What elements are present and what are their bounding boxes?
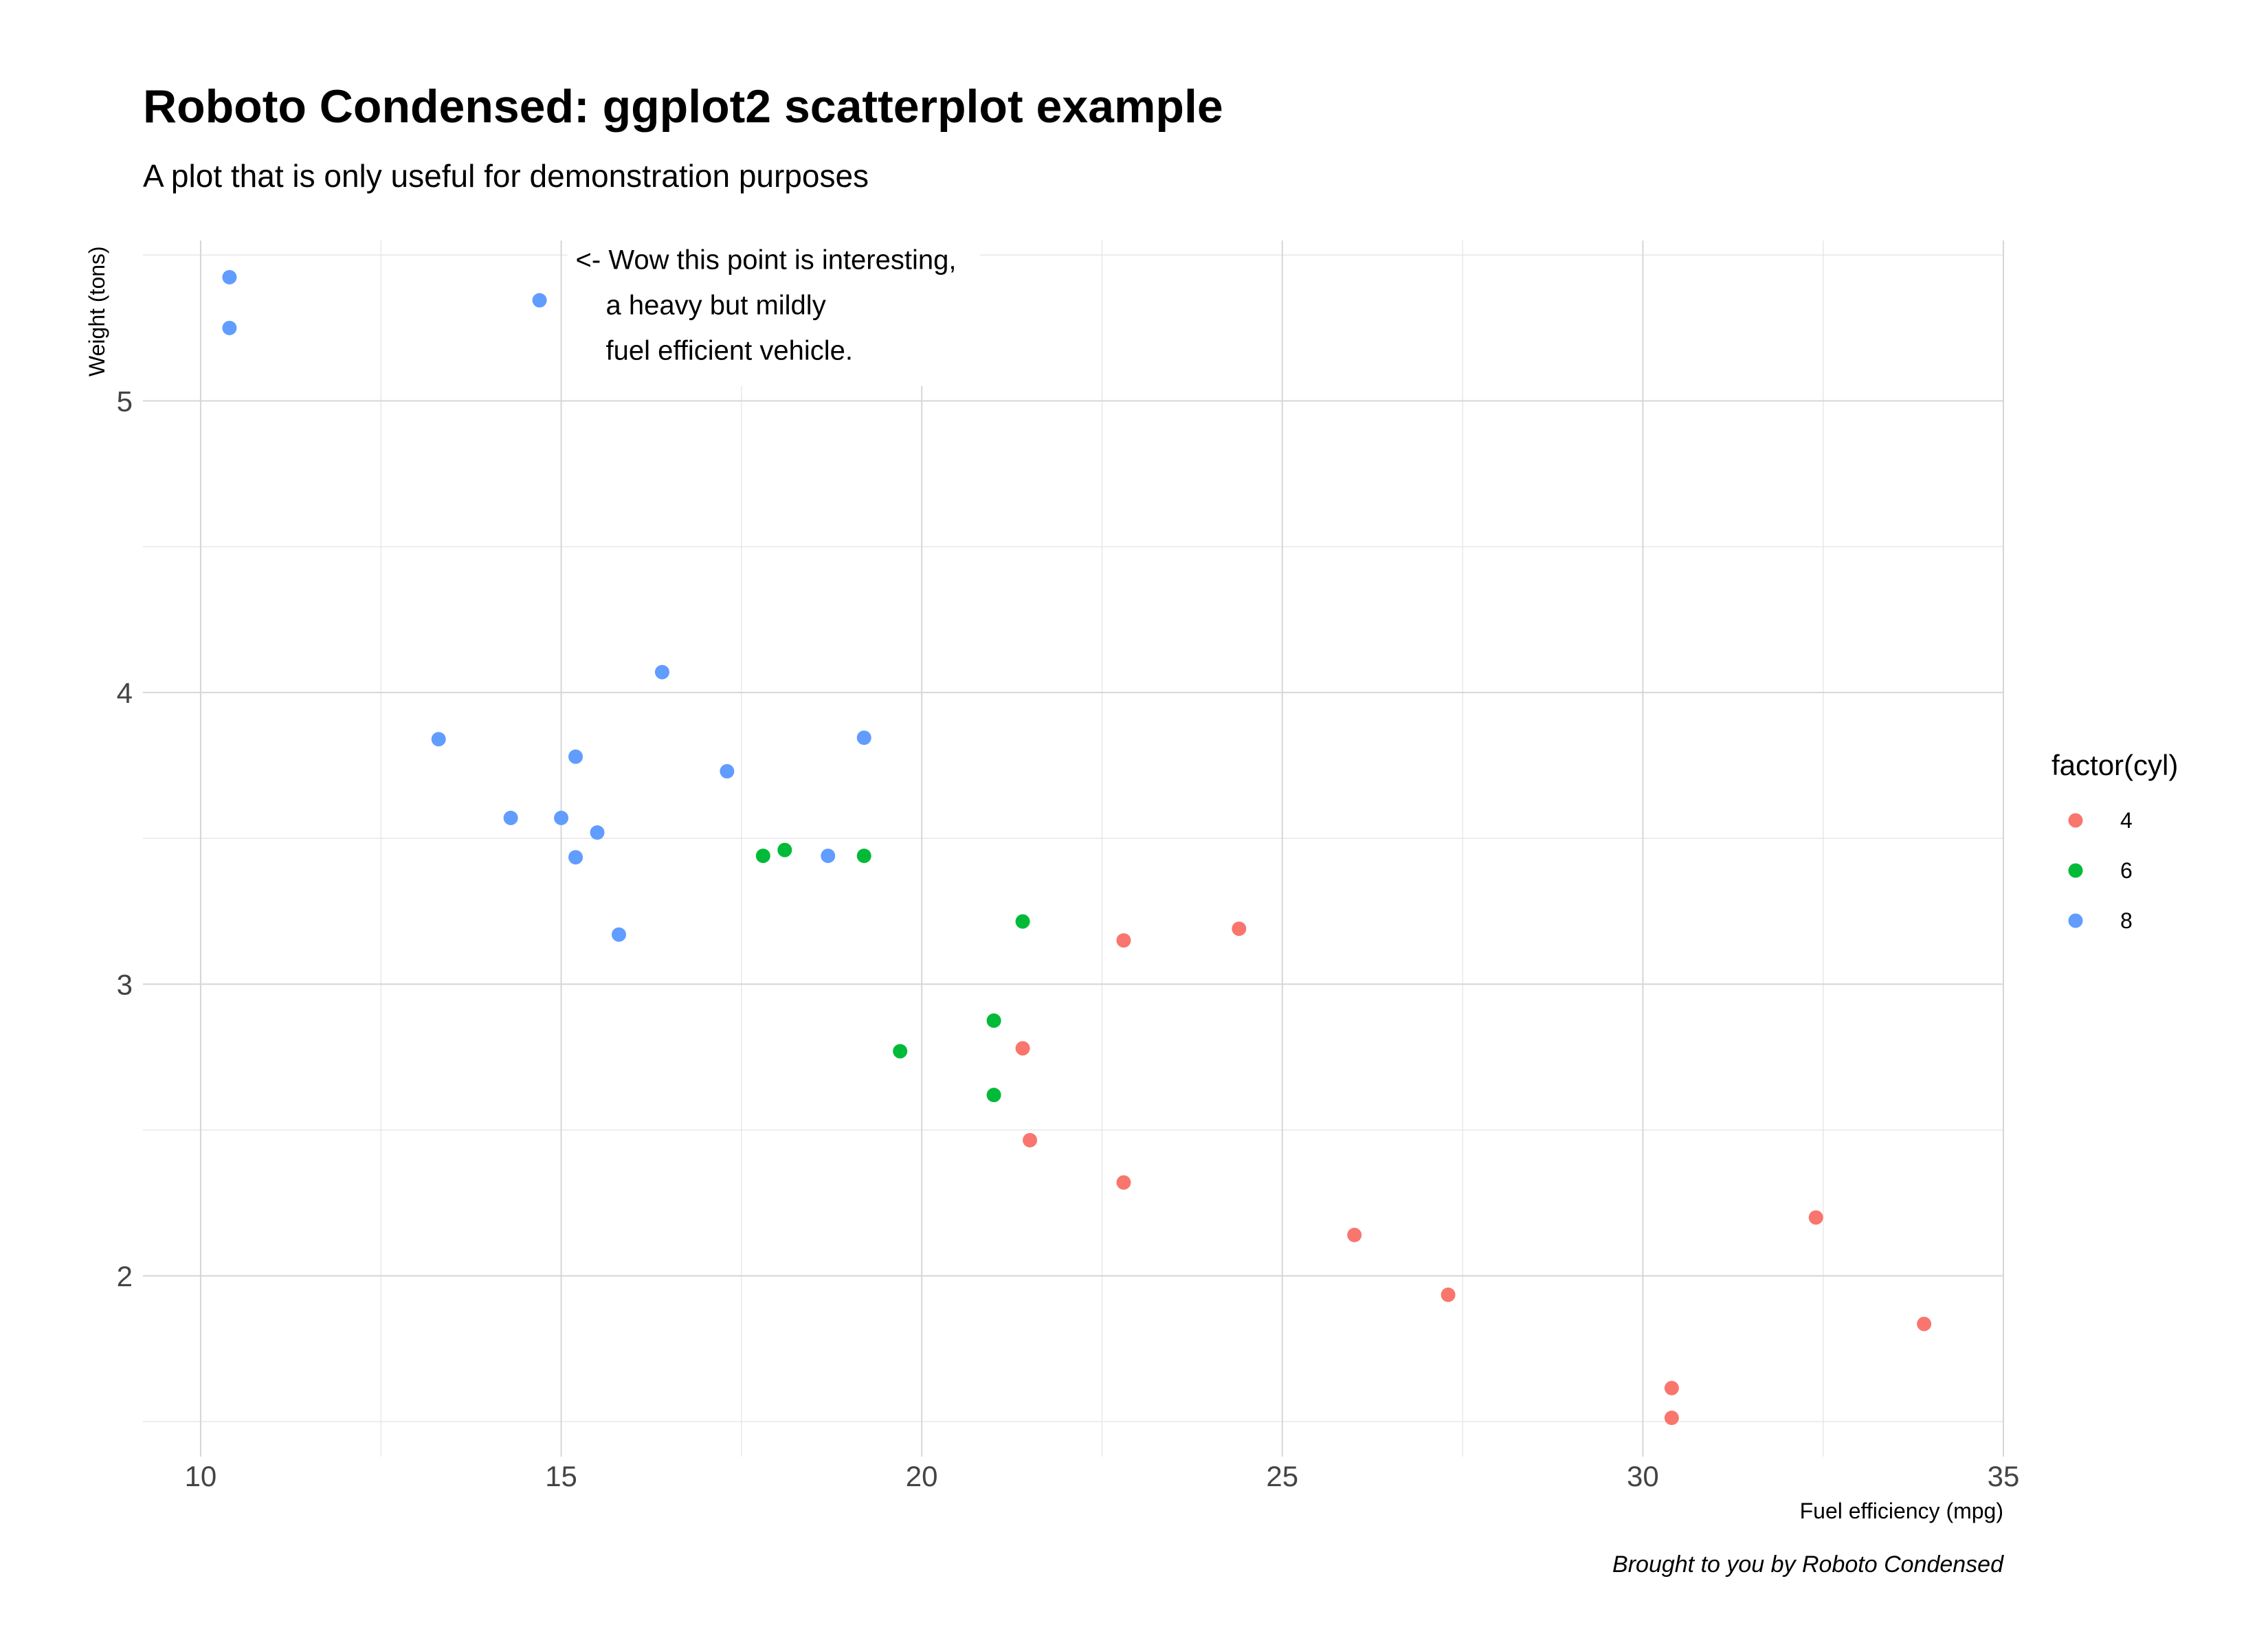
data-point-cyl-4 [1917, 1316, 1932, 1332]
x-tick-label: 20 [906, 1460, 938, 1492]
data-point-cyl-8 [532, 293, 547, 308]
data-point-cyl-4 [1116, 933, 1131, 948]
data-point-cyl-6 [856, 849, 871, 864]
grid-layer [143, 240, 2004, 1457]
y-tick-label: 5 [117, 385, 133, 417]
x-tick-label: 10 [185, 1460, 217, 1492]
data-point-cyl-8 [590, 825, 605, 840]
data-point-cyl-6 [755, 849, 770, 864]
x-tick-label: 30 [1627, 1460, 1659, 1492]
data-point-cyl-6 [986, 1088, 1001, 1103]
annotation-line: a heavy but mildly [606, 291, 826, 321]
y-axis-title: Weight (tons) [85, 246, 109, 377]
legend-key-4 [2068, 813, 2083, 828]
data-point-cyl-8 [568, 749, 583, 764]
data-point-cyl-8 [503, 810, 518, 825]
legend-key-6 [2068, 863, 2083, 878]
y-tick-label: 4 [117, 677, 133, 709]
data-point-cyl-6 [893, 1044, 908, 1059]
data-point-cyl-8 [654, 664, 669, 680]
legend-key-8 [2068, 913, 2083, 928]
y-tick-label: 3 [117, 968, 133, 1000]
x-tick-label: 25 [1266, 1460, 1298, 1492]
data-point-cyl-4 [1808, 1210, 1823, 1225]
x-tick-label: 35 [1988, 1460, 2020, 1492]
x-tick-label: 15 [545, 1460, 577, 1492]
data-point-cyl-4 [1232, 921, 1247, 936]
data-point-cyl-4 [1023, 1132, 1038, 1147]
legend-label-6: 6 [2120, 858, 2133, 883]
legend-entries: 4 6 8 [2068, 808, 2133, 933]
data-point-cyl-4 [1347, 1227, 1362, 1242]
legend-title: factor(cyl) [2052, 749, 2178, 781]
annotation-line: <- Wow this point is interesting, [576, 245, 957, 276]
annotation-layer: <- Wow this point is interesting, a heavy… [567, 229, 980, 386]
y-tick-label: 2 [117, 1260, 133, 1292]
x-axis-title: Fuel efficiency (mpg) [1800, 1499, 2003, 1523]
data-point-cyl-8 [821, 849, 836, 864]
data-point-cyl-8 [856, 730, 871, 745]
data-point-cyl-8 [431, 732, 446, 747]
chart-subtitle: A plot that is only useful for demonstra… [143, 158, 869, 194]
data-point-cyl-6 [986, 1013, 1001, 1028]
points-layer [222, 269, 1932, 1426]
data-point-cyl-8 [720, 764, 735, 779]
data-point-cyl-4 [1116, 1175, 1131, 1190]
data-point-cyl-8 [554, 810, 569, 825]
legend: factor(cyl) 4 6 8 [2052, 749, 2178, 933]
data-point-cyl-4 [1664, 1380, 1679, 1395]
chart-caption: Brought to you by Roboto Condensed [1612, 1551, 2004, 1578]
data-point-cyl-4 [1015, 1041, 1030, 1056]
data-point-cyl-8 [222, 269, 237, 284]
legend-label-8: 8 [2120, 908, 2133, 933]
data-point-cyl-4 [1441, 1287, 1456, 1302]
data-point-cyl-8 [611, 927, 626, 942]
data-point-cyl-8 [222, 320, 237, 335]
annotation-line: fuel efficient vehicle. [606, 336, 853, 366]
chart-title: Roboto Condensed: ggplot2 scatterplot ex… [143, 80, 1223, 133]
legend-label-4: 4 [2120, 808, 2133, 833]
data-point-cyl-8 [568, 850, 583, 865]
y-axis-ticks: 2 3 4 5 [117, 385, 133, 1292]
plot-area: <- Wow this point is interesting, a heavy… [143, 229, 2004, 1457]
x-axis-ticks: 10 15 20 25 30 35 [185, 1460, 2020, 1492]
data-point-cyl-6 [777, 842, 792, 857]
annotation-background [567, 229, 980, 386]
data-point-cyl-4 [1664, 1411, 1679, 1426]
data-point-cyl-6 [1015, 914, 1030, 929]
